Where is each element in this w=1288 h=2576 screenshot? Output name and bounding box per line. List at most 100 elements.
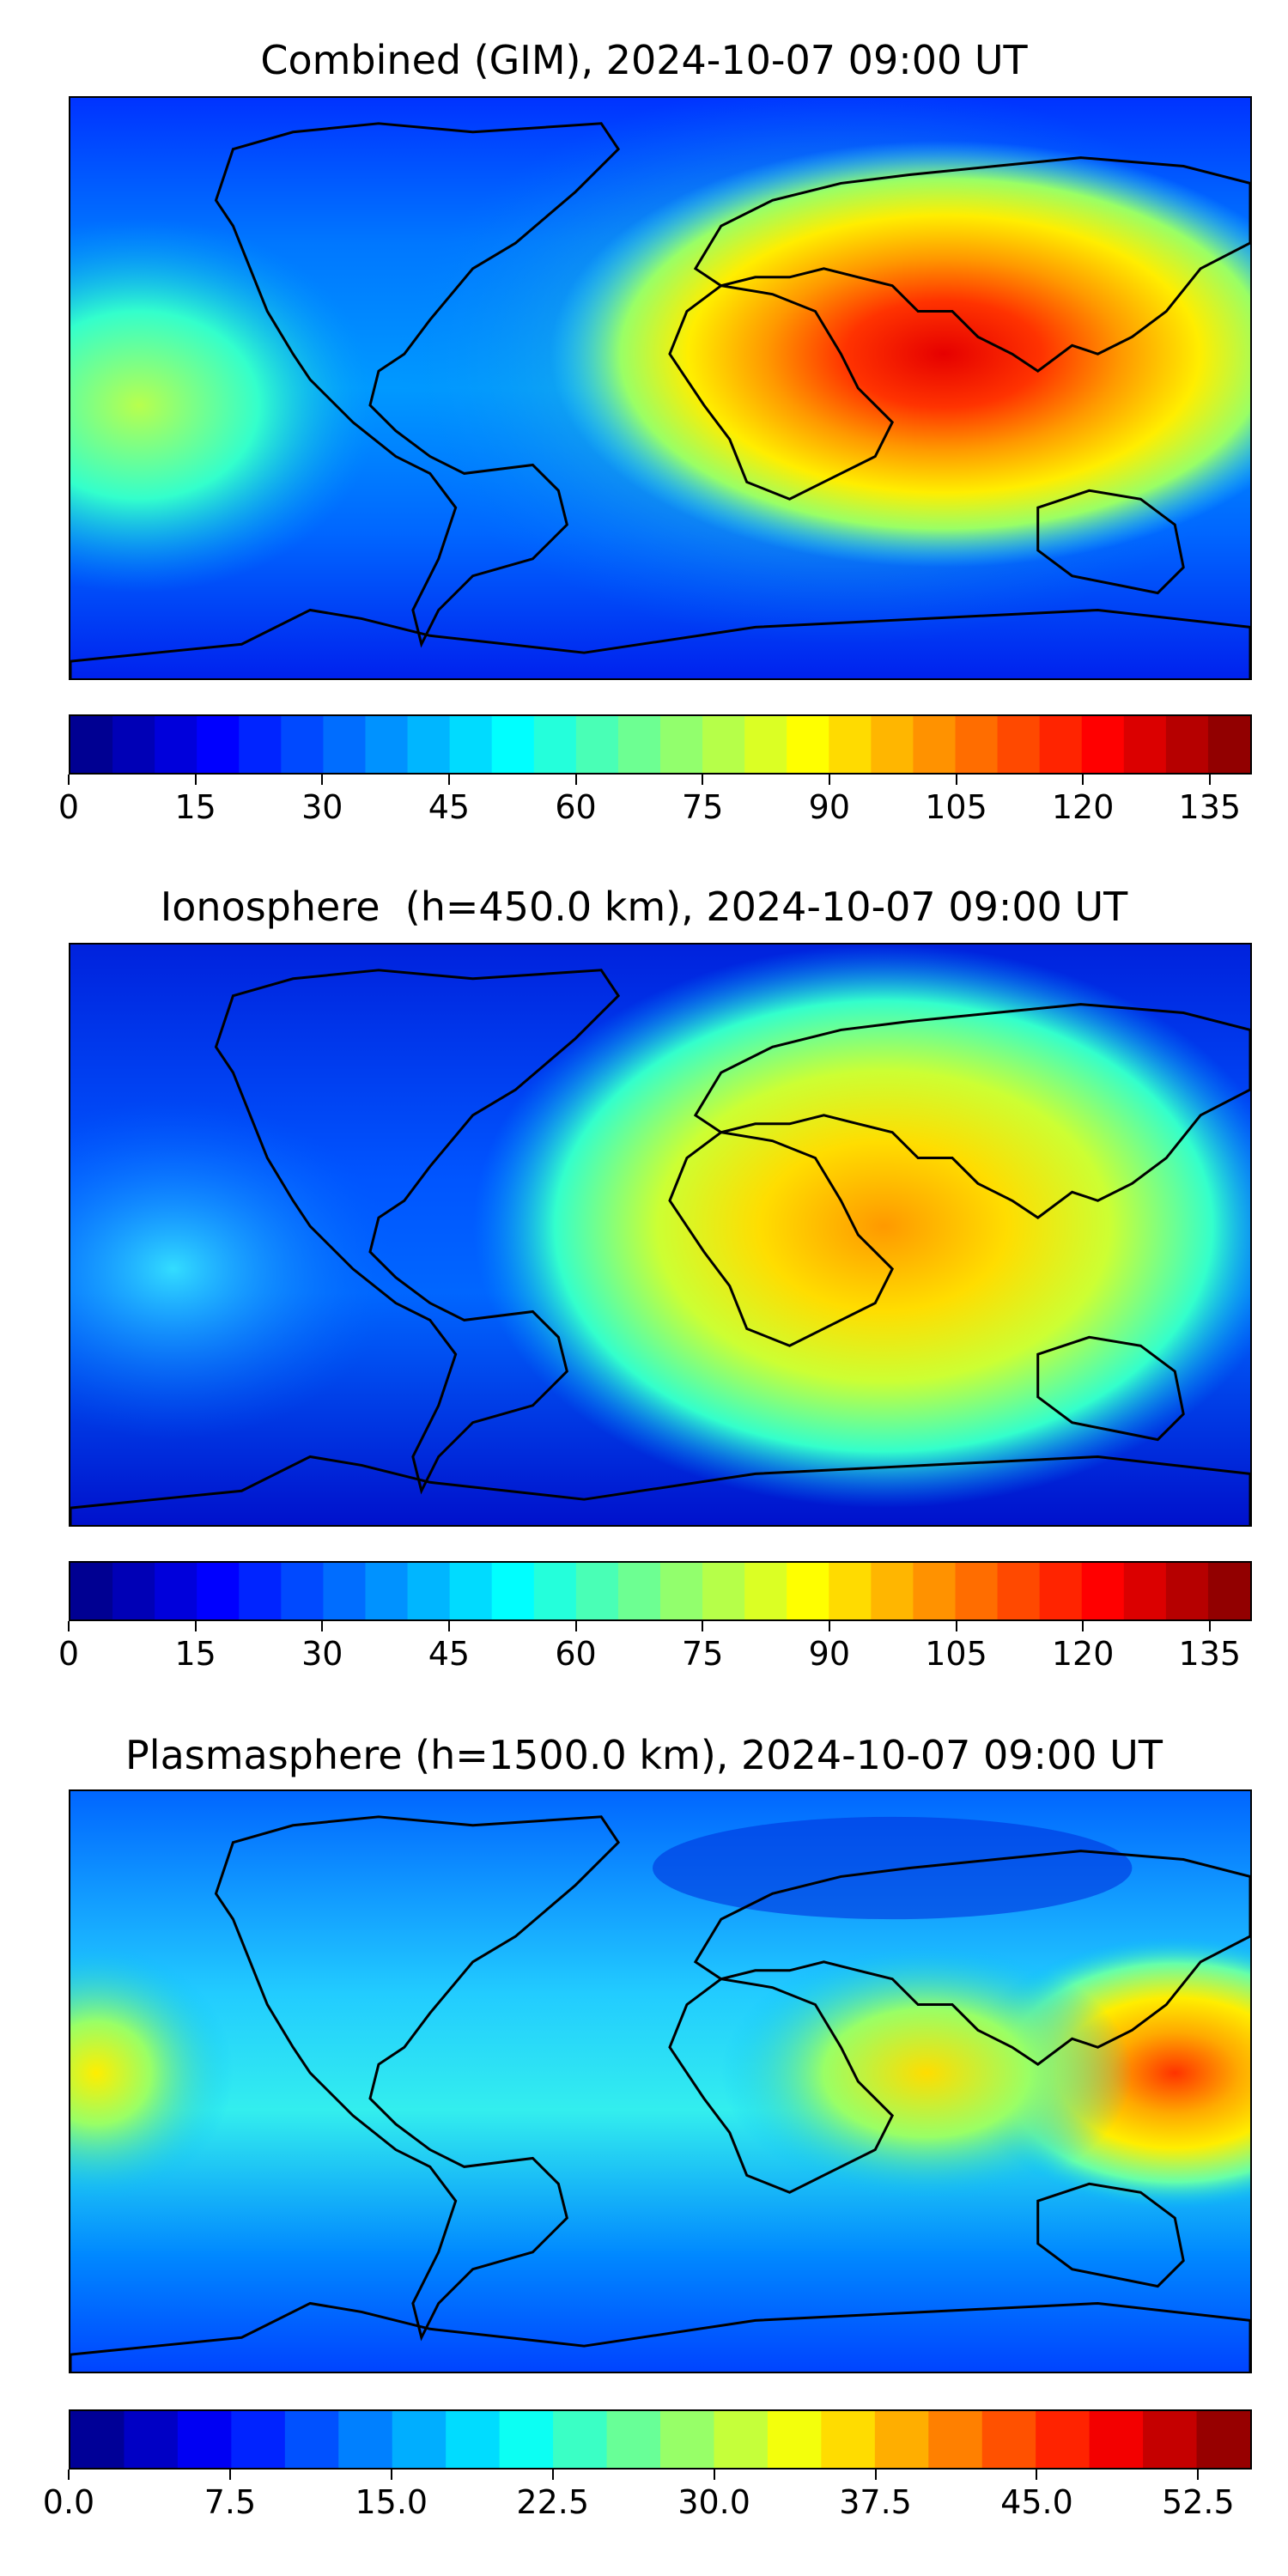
tick-mark <box>874 2470 877 2480</box>
tick-mark <box>194 775 197 785</box>
tick-label: 0 <box>58 788 80 826</box>
colorbar-segment <box>449 1563 493 1619</box>
tick-mark <box>1197 2470 1200 2480</box>
tick-mark <box>447 775 450 785</box>
tick-mark <box>702 1621 704 1631</box>
tick-mark <box>702 775 704 785</box>
tick-label: 120 <box>1051 788 1115 826</box>
panel-2-map <box>69 943 1252 1527</box>
colorbar-segment <box>955 1563 999 1619</box>
colorbar-segment <box>1165 1563 1209 1619</box>
colorbar-segment <box>617 1563 661 1619</box>
panel-1-colorbar-ticks: 0 15 30 45 60 75 90 105 120 135 <box>58 775 1252 826</box>
colorbar-segment <box>1081 1563 1125 1619</box>
tick-mark <box>574 1621 577 1631</box>
tick-label: 30 <box>301 1635 343 1673</box>
colorbar-segment <box>1143 2411 1198 2468</box>
colorbar-segment <box>714 2411 769 2468</box>
tick-label: 45.0 <box>1000 2483 1073 2521</box>
coastlines <box>70 122 1250 678</box>
tick-mark <box>68 775 70 785</box>
colorbar-segment <box>702 1563 745 1619</box>
tick-label: 90 <box>808 788 851 826</box>
colorbar-segment <box>829 1563 872 1619</box>
colorbar-segment <box>767 2411 822 2468</box>
tick-mark <box>955 1621 957 1631</box>
tick-label: 22.5 <box>516 2483 590 2521</box>
tick-mark <box>1082 1621 1084 1631</box>
colorbar-segment <box>239 716 282 773</box>
colorbar-segment <box>744 716 787 773</box>
colorbar-segment <box>70 1563 113 1619</box>
colorbar-segment <box>197 716 240 773</box>
colorbar-segment <box>874 2411 929 2468</box>
colorbar-segment <box>913 1563 957 1619</box>
colorbar-segment <box>239 1563 282 1619</box>
panel-2-colorbar <box>69 1561 1252 1621</box>
colorbar-segment <box>1207 716 1250 773</box>
colorbar-segment <box>177 2411 232 2468</box>
panel-2-colorbar-ticks: 0 15 30 45 60 75 90 105 120 135 <box>58 1621 1252 1673</box>
panel-3-title: Plasmasphere (h=1500.0 km), 2024-10-07 0… <box>125 1732 1163 1778</box>
tick-label: 105 <box>925 788 987 826</box>
coastlines <box>70 1815 1250 2372</box>
tick-mark <box>1082 775 1084 785</box>
colorbar-segment <box>1039 1563 1083 1619</box>
tick-label: 75 <box>682 1635 724 1673</box>
colorbar-segment <box>1123 1563 1167 1619</box>
tick-mark <box>321 1621 324 1631</box>
colorbar-segment <box>155 716 197 773</box>
colorbar-segment <box>660 1563 703 1619</box>
tick-mark <box>828 775 830 785</box>
tick-mark <box>955 775 957 785</box>
coastlines <box>70 969 1250 1525</box>
tick-label: 45 <box>428 1635 471 1673</box>
panel-2-colorbar-svg <box>70 1563 1250 1619</box>
tick-label: 15.0 <box>355 2483 428 2521</box>
tick-label: 90 <box>808 1635 851 1673</box>
colorbar-segment <box>1196 2411 1250 2468</box>
panel-2-title: Ionosphere (h=450.0 km), 2024-10-07 09:0… <box>160 884 1128 930</box>
colorbar-segment <box>533 716 577 773</box>
colorbar-segment <box>981 2411 1036 2468</box>
tick-label: 120 <box>1051 1635 1115 1673</box>
colorbar-segment <box>1039 716 1083 773</box>
colorbar-segment <box>1089 2411 1144 2468</box>
tick-label: 52.5 <box>1162 2483 1235 2521</box>
tick-mark <box>828 1621 830 1631</box>
colorbar-segment <box>871 1563 914 1619</box>
colorbar-segment <box>533 1563 577 1619</box>
colorbar-segment <box>928 2411 983 2468</box>
colorbar-segment <box>112 716 155 773</box>
colorbar-segment <box>575 1563 619 1619</box>
colorbar-segment <box>787 1563 829 1619</box>
colorbar-segment <box>821 2411 876 2468</box>
colorbar-segment <box>702 716 745 773</box>
tick-mark <box>1036 2470 1038 2480</box>
tick-label: 37.5 <box>839 2483 912 2521</box>
colorbar-segment <box>871 716 914 773</box>
panel-3-colorbar <box>69 2409 1252 2470</box>
colorbar-segment <box>446 2411 501 2468</box>
colorbar-segment <box>660 2411 715 2468</box>
tick-mark <box>390 2470 392 2480</box>
colorbar-segment <box>617 716 661 773</box>
colorbar-segment <box>281 716 325 773</box>
panel-3-map <box>69 1789 1252 2373</box>
colorbar-segment <box>744 1563 787 1619</box>
colorbar-segment <box>606 2411 661 2468</box>
tick-label: 0.0 <box>42 2483 95 2521</box>
colorbar-segment <box>197 1563 240 1619</box>
tick-label: 75 <box>682 788 724 826</box>
tick-mark <box>574 775 577 785</box>
tick-label: 7.5 <box>204 2483 257 2521</box>
colorbar-segment <box>997 1563 1041 1619</box>
colorbar-segment <box>553 2411 608 2468</box>
colorbar-segment <box>997 716 1041 773</box>
tick-mark <box>194 1621 197 1631</box>
colorbar-segment <box>407 1563 451 1619</box>
tick-label: 15 <box>174 1635 216 1673</box>
tick-mark <box>713 2470 715 2480</box>
colorbar-segment <box>787 716 829 773</box>
tick-mark <box>68 2470 70 2480</box>
